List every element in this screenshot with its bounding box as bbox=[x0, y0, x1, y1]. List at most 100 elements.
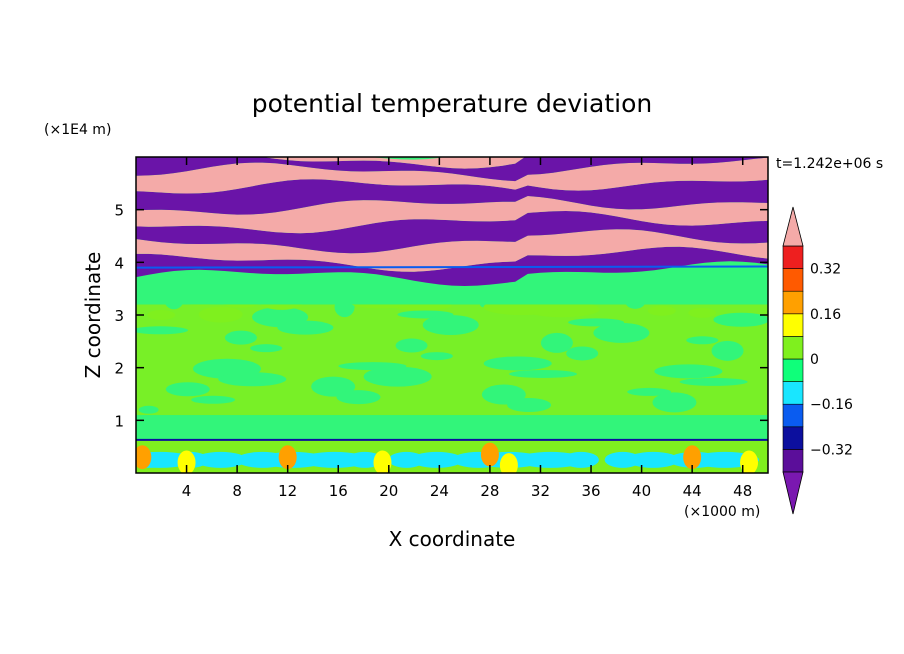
field-patch bbox=[711, 340, 744, 361]
y-tick-label: 4 bbox=[114, 254, 124, 272]
colorbar: 0.32 0.16 0 −0.16 −0.32 bbox=[782, 206, 853, 515]
y-tick-label: 5 bbox=[114, 202, 124, 220]
field-bottom-patch bbox=[626, 451, 679, 468]
colorbar-swatch bbox=[782, 426, 804, 450]
field-bottom-patch bbox=[373, 450, 392, 473]
colorbar-swatch bbox=[782, 290, 804, 315]
field-patch bbox=[507, 398, 552, 413]
x-tick-label: 12 bbox=[278, 482, 297, 500]
field-patch bbox=[224, 330, 257, 345]
field-patch bbox=[218, 372, 287, 387]
contour-field bbox=[136, 157, 768, 473]
x-tick-label: 40 bbox=[632, 482, 651, 500]
colorbar-swatch bbox=[782, 336, 804, 360]
colorbar-swatch bbox=[782, 403, 804, 428]
x-scale-note: (×1000 m) bbox=[684, 504, 760, 520]
field-patch bbox=[483, 356, 552, 371]
field-upper-band bbox=[136, 196, 768, 234]
field-patch bbox=[311, 376, 356, 397]
field-patch bbox=[395, 338, 428, 353]
colorbar-label: −0.16 bbox=[810, 397, 853, 413]
x-tick-label: 24 bbox=[430, 482, 449, 500]
colorbar-label: −0.32 bbox=[810, 442, 853, 458]
field-patch bbox=[593, 322, 650, 343]
field-patch bbox=[647, 305, 676, 316]
field-patch bbox=[420, 352, 453, 361]
field-bottom-patch bbox=[388, 451, 425, 468]
field-patch bbox=[336, 390, 381, 405]
field-patch bbox=[250, 344, 283, 353]
y-scale-note: (×1E4 m) bbox=[44, 122, 111, 138]
x-axis-label: X coordinate bbox=[389, 527, 516, 551]
colorbar-swatch bbox=[782, 268, 804, 292]
field-patch bbox=[652, 392, 697, 413]
y-axis-label: Z coordinate bbox=[81, 252, 105, 379]
x-tick-label: 20 bbox=[379, 482, 398, 500]
field-patch bbox=[481, 384, 526, 405]
field-patch bbox=[509, 369, 578, 378]
field-patch bbox=[165, 382, 210, 397]
field-patch bbox=[566, 346, 599, 361]
field-patch bbox=[654, 364, 723, 379]
field-bottom-patch bbox=[177, 450, 196, 473]
colorbar-label: 0.16 bbox=[810, 307, 841, 323]
field-bottom-patch bbox=[480, 442, 499, 467]
field-upper-band bbox=[136, 229, 768, 272]
y-axis-ticks: 1 2 3 4 5 bbox=[114, 202, 768, 430]
field-bottom-patch bbox=[194, 451, 247, 468]
plot-area bbox=[136, 157, 768, 473]
field-upper-band bbox=[136, 179, 768, 215]
field-patch bbox=[138, 405, 159, 414]
y-tick-label: 2 bbox=[114, 360, 124, 378]
field-patch bbox=[363, 366, 432, 387]
field-bottom-patch bbox=[499, 453, 518, 473]
colorbar-over-arrow bbox=[782, 206, 804, 247]
time-label: t=1.242e+06 s bbox=[776, 156, 883, 172]
x-tick-label: 16 bbox=[329, 482, 348, 500]
field-patch bbox=[540, 332, 573, 353]
colorbar-label: 0 bbox=[810, 352, 819, 368]
colorbar-swatch bbox=[782, 449, 804, 473]
x-tick-label: 4 bbox=[182, 482, 192, 500]
x-tick-label: 44 bbox=[683, 482, 702, 500]
field-bottom-patch bbox=[278, 445, 297, 470]
field-patch bbox=[136, 326, 189, 335]
field-bottom-patch bbox=[410, 451, 463, 468]
field-upper-band bbox=[136, 246, 768, 286]
colorbar-under-arrow bbox=[782, 471, 804, 515]
y-tick-label: 1 bbox=[114, 412, 124, 430]
colorbar-label: 0.32 bbox=[810, 262, 841, 278]
x-tick-label: 48 bbox=[733, 482, 752, 500]
field-patch bbox=[147, 310, 176, 320]
chart-title: potential temperature deviation bbox=[252, 89, 652, 118]
field-upper-band bbox=[136, 157, 768, 194]
colorbar-swatch bbox=[782, 313, 804, 337]
field-patch bbox=[688, 307, 717, 318]
field-patch bbox=[198, 306, 243, 323]
field-patch bbox=[713, 312, 768, 327]
field-upper-band bbox=[136, 157, 768, 182]
colorbar-swatch bbox=[782, 358, 804, 382]
field-patch bbox=[277, 320, 334, 335]
field-patch bbox=[686, 336, 719, 345]
field-upper-band bbox=[136, 157, 525, 169]
field-bottom-patch bbox=[683, 445, 702, 470]
x-tick-label: 32 bbox=[531, 482, 550, 500]
field-patch bbox=[627, 387, 672, 396]
field-upper-band bbox=[136, 211, 768, 254]
field-bottom-patch bbox=[740, 450, 759, 473]
field-layer-boundary bbox=[136, 265, 768, 269]
field-patch bbox=[422, 315, 479, 336]
x-tick-label: 36 bbox=[581, 482, 600, 500]
field-patch bbox=[191, 395, 236, 404]
x-tick-label: 8 bbox=[232, 482, 242, 500]
colorbar-swatch bbox=[782, 245, 804, 269]
field-patch bbox=[679, 377, 748, 386]
x-tick-label: 28 bbox=[480, 482, 499, 500]
y-tick-label: 3 bbox=[114, 307, 124, 325]
field-bottom-patch bbox=[136, 445, 152, 470]
colorbar-swatch bbox=[782, 381, 804, 405]
field-bottom-patch bbox=[516, 451, 585, 468]
x-axis-ticks: 4 8 12 16 20 24 28 32 36 40 44 48 bbox=[182, 157, 752, 500]
